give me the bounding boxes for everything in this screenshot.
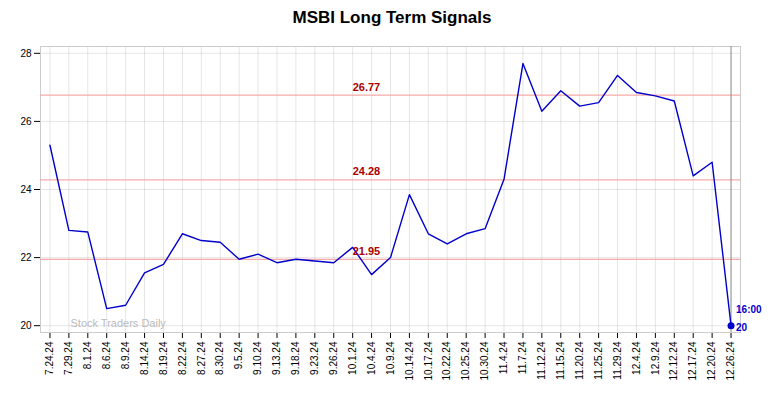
svg-text:11.29.24: 11.29.24 bbox=[612, 341, 623, 380]
svg-text:8.19.24: 8.19.24 bbox=[158, 341, 169, 375]
svg-text:10.22.24: 10.22.24 bbox=[441, 341, 452, 380]
svg-text:8.30.24: 8.30.24 bbox=[214, 341, 225, 375]
svg-text:9.13.24: 9.13.24 bbox=[271, 341, 282, 375]
svg-text:11.12.24: 11.12.24 bbox=[536, 341, 547, 380]
svg-text:12.20.24: 12.20.24 bbox=[706, 341, 717, 380]
svg-text:Stock Traders Daily: Stock Traders Daily bbox=[71, 317, 167, 329]
svg-text:9.23.24: 9.23.24 bbox=[309, 341, 320, 375]
svg-text:9.5.24: 9.5.24 bbox=[233, 341, 244, 369]
svg-text:12.26.24: 12.26.24 bbox=[725, 341, 736, 380]
svg-text:12.9.24: 12.9.24 bbox=[650, 341, 661, 375]
svg-text:20: 20 bbox=[20, 320, 32, 331]
svg-text:10.30.24: 10.30.24 bbox=[479, 341, 490, 380]
svg-text:28: 28 bbox=[20, 48, 32, 59]
svg-text:9.10.24: 9.10.24 bbox=[252, 341, 263, 375]
svg-text:12.12.24: 12.12.24 bbox=[668, 341, 679, 380]
svg-text:11.25.24: 11.25.24 bbox=[593, 341, 604, 380]
svg-text:11.7.24: 11.7.24 bbox=[517, 341, 528, 374]
svg-text:10.1.24: 10.1.24 bbox=[347, 341, 358, 375]
svg-text:8.1.24: 8.1.24 bbox=[82, 341, 93, 369]
html-text:MSBI Long Term Signals: MSBI Long Term Signals bbox=[292, 8, 492, 27]
svg-text:12.4.24: 12.4.24 bbox=[631, 341, 642, 375]
svg-text:26: 26 bbox=[20, 116, 32, 127]
svg-text:8.6.24: 8.6.24 bbox=[101, 341, 112, 369]
svg-text:10.14.24: 10.14.24 bbox=[404, 341, 415, 380]
svg-text:10.17.24: 10.17.24 bbox=[423, 341, 434, 380]
svg-text:8.22.24: 8.22.24 bbox=[177, 341, 188, 375]
svg-text:8.27.24: 8.27.24 bbox=[196, 341, 207, 375]
svg-text:11.20.24: 11.20.24 bbox=[574, 341, 585, 380]
svg-text:21.95: 21.95 bbox=[353, 245, 381, 257]
svg-text:11.15.24: 11.15.24 bbox=[555, 341, 566, 380]
svg-text:9.18.24: 9.18.24 bbox=[290, 341, 301, 375]
svg-text:26.77: 26.77 bbox=[353, 81, 381, 93]
svg-text:9.26.24: 9.26.24 bbox=[328, 341, 339, 375]
svg-text:20: 20 bbox=[736, 322, 748, 333]
svg-text:11.4.24: 11.4.24 bbox=[498, 341, 509, 374]
svg-text:12.17.24: 12.17.24 bbox=[687, 341, 698, 380]
svg-text:10.9.24: 10.9.24 bbox=[385, 341, 396, 375]
svg-text:24: 24 bbox=[20, 184, 32, 195]
svg-text:7.29.24: 7.29.24 bbox=[63, 341, 74, 375]
svg-text:7.24.24: 7.24.24 bbox=[44, 341, 55, 375]
svg-text:8.14.24: 8.14.24 bbox=[139, 341, 150, 375]
svg-text:24.28: 24.28 bbox=[353, 165, 381, 177]
svg-text:8.9.24: 8.9.24 bbox=[120, 341, 131, 369]
svg-text:16:00: 16:00 bbox=[736, 304, 762, 315]
svg-text:10.25.24: 10.25.24 bbox=[460, 341, 471, 380]
svg-text:22: 22 bbox=[20, 252, 32, 263]
svg-text:10.4.24: 10.4.24 bbox=[366, 341, 377, 375]
